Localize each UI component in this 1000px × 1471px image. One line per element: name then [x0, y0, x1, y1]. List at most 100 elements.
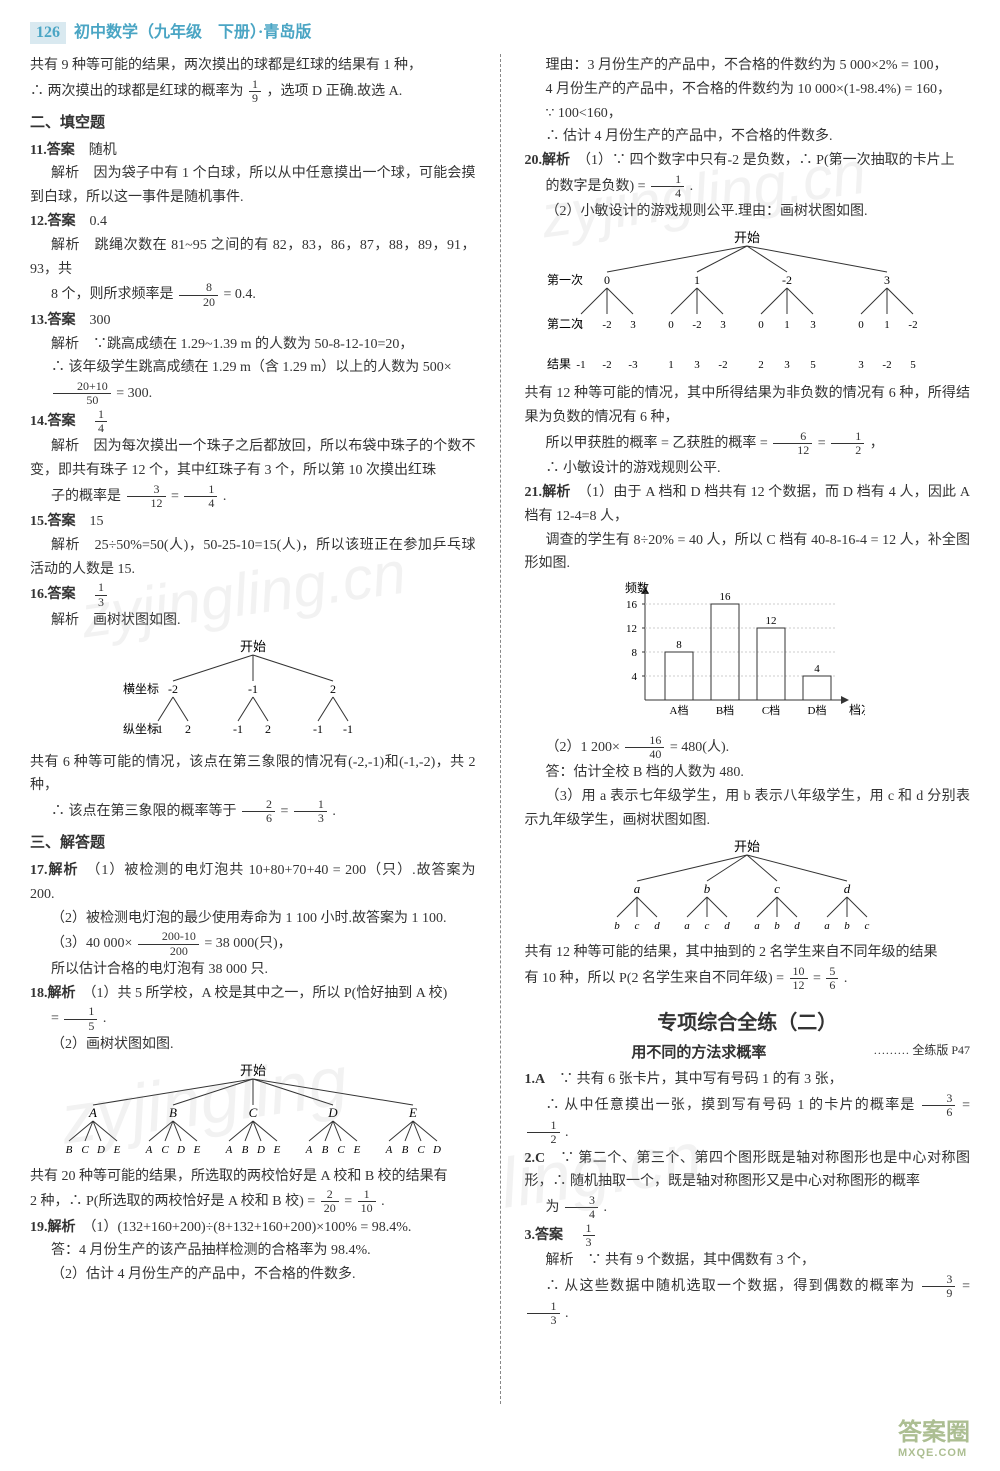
q21: 21.解析 （1）由于 A 档和 D 档共有 12 个数据，而 D 档有 4 人… [525, 481, 971, 529]
special-subtitle: 用不同的方法求概率 ……… 全练版 P47 [525, 1041, 971, 1062]
svg-text:d: d [725, 920, 731, 932]
s1-p2: ∴ 从中任意摸出一张，摸到写有号码 1 的卡片的概率是 36 = 12 . [525, 1092, 971, 1147]
q18-p4: 2 种，∴ P(所选取的两校恰好是 A 校和 B 校) = 220 = 110 … [30, 1188, 476, 1215]
q21-p4: 答：估计全校 B 档的人数为 480. [525, 761, 971, 785]
c19-p2: 4 月份生产的产品中，不合格的件数约为 10 000×(1-98.4%) = 1… [525, 78, 971, 102]
svg-text:开始: 开始 [734, 230, 760, 245]
svg-text:8: 8 [676, 639, 682, 651]
footer-logo: 答案圈 MXQE.COM [898, 1412, 970, 1459]
svg-text:-1: -1 [248, 682, 258, 696]
svg-text:16: 16 [719, 591, 731, 603]
q16-tree: 开始 横坐标 -2 -1 2 纵坐标 -1 2 -1 2 -1 -1 [93, 637, 413, 747]
svg-text:-2: -2 [883, 359, 892, 371]
svg-text:3: 3 [884, 273, 890, 287]
q21-p6: 共有 12 种等可能的结果，其中抽到的 2 名学生来自不同年级的结果 [525, 941, 971, 965]
svg-text:b: b [615, 920, 621, 932]
svg-text:B: B [241, 1144, 248, 1156]
c19-p3: ∵ 100<160， [525, 102, 971, 126]
q21-bar-chart: 频数 档次 481216 8A档16B档12C档4D档 [605, 580, 865, 730]
svg-text:A: A [88, 1105, 97, 1120]
svg-text:B: B [401, 1144, 408, 1156]
svg-text:A: A [304, 1144, 312, 1156]
svg-text:0: 0 [669, 319, 675, 331]
s2-p2: 为 34 . [525, 1194, 971, 1221]
svg-text:D: D [256, 1144, 265, 1156]
svg-text:B: B [169, 1105, 177, 1120]
q20-p3: 共有 12 种等可能的情况，其中所得结果为非负数的情况有 6 种，所得结果为负数… [525, 382, 971, 430]
special-title: 专项综合全练（二） [525, 1006, 971, 1035]
svg-text:a: a [634, 881, 641, 896]
svg-text:5: 5 [811, 359, 817, 371]
q14-e1: 解析 因为每次摸出一个珠子之后都放回，所以布袋中珠子的个数不变，即共有珠子 12… [30, 435, 476, 483]
q20-p5: ∴ 小敏设计的游戏规则公平. [525, 457, 971, 481]
svg-text:结果: 结果 [547, 357, 571, 371]
q19-p3: （2）估计 4 月份生产的产品中，不合格的件数多. [30, 1263, 476, 1287]
svg-text:C: C [248, 1105, 257, 1120]
c19-p4: ∴ 估计 4 月份生产的产品中，不合格的件数多. [525, 125, 971, 149]
svg-text:d: d [655, 920, 661, 932]
svg-text:-2: -2 [168, 682, 178, 696]
left-column: 共有 9 种等可能的结果，两次摸出的球都是红球的结果有 1 种， ∴ 两次摸出的… [30, 54, 476, 1404]
svg-text:2: 2 [759, 359, 765, 371]
columns: 共有 9 种等可能的结果，两次摸出的球都是红球的结果有 1 种， ∴ 两次摸出的… [30, 54, 970, 1404]
svg-text:c: c [774, 881, 780, 896]
q21-p7: 有 10 种，所以 P(2 名学生来自不同年级) = 1012 = 56 . [525, 965, 971, 992]
q13-e2: ∴ 该年级学生跳高成绩在 1.29 m（含 1.29 m）以上的人数为 500× [30, 356, 476, 380]
svg-text:3: 3 [811, 319, 817, 331]
svg-text:3: 3 [631, 319, 637, 331]
svg-text:A: A [144, 1144, 152, 1156]
q18-tree: 开始 ABCDEBACDECABDEDABCEEABCD [43, 1061, 463, 1161]
svg-text:E: E [272, 1144, 280, 1156]
right-column: 理由：3 月份生产的产品中，不合格的件数约为 5 000×2% = 100， 4… [525, 54, 971, 1404]
q16-e: 解析 画树状图如图. [30, 609, 476, 633]
q16: 16.答案 13 [30, 581, 476, 608]
q18: 18.解析 （1）共 5 所学校，A 校是其中之一，所以 P(恰好抽到 A 校) [30, 982, 476, 1006]
q11-exp: 解析 因为袋子中有 1 个白球，所以从中任意摸出一个球，可能会摸到白球，所以这一… [30, 162, 476, 210]
svg-text:D: D [176, 1144, 185, 1156]
text: 共有 9 种等可能的结果，两次摸出的球都是红球的结果有 1 种， [30, 54, 476, 78]
svg-text:1: 1 [785, 319, 791, 331]
q17-p3: （3）40 000× 200-10200 = 38 000(只)， [30, 930, 476, 957]
q20-p1b: 的数字是负数) = 14 . [525, 173, 971, 200]
q21-p3: （2）1 200× 1640 = 480(人). [525, 734, 971, 761]
q20-p2: （2）小敏设计的游戏规则公平.理由：画树状图如图. [525, 200, 971, 224]
svg-text:d: d [795, 920, 801, 932]
svg-text:-2: -2 [782, 273, 792, 287]
svg-text:横坐标: 横坐标 [123, 682, 159, 696]
section-title: 三、解答题 [30, 831, 476, 857]
svg-text:D: D [432, 1144, 441, 1156]
svg-text:a: a [685, 920, 691, 932]
q13-e3: 20+1050 = 300. [30, 380, 476, 407]
svg-text:-1: -1 [343, 722, 353, 736]
svg-text:12: 12 [626, 623, 637, 635]
q21-p5: （3）用 a 表示七年级学生，用 b 表示八年级学生，用 c 和 d 分别表示九… [525, 785, 971, 833]
svg-text:第一次: 第一次 [547, 273, 583, 287]
q16-e3: ∴ 该点在第三象限的概率等于 26 = 13 . [30, 798, 476, 825]
q15: 15.答案 15 [30, 510, 476, 534]
svg-text:-2: -2 [909, 319, 918, 331]
q13: 13.答案 300 [30, 309, 476, 333]
svg-text:D: D [327, 1105, 338, 1120]
svg-text:-1: -1 [153, 722, 163, 736]
q16-e2: 共有 6 种等可能的情况，该点在第三象限的情况有(-2,-1)和(-1,-2)，… [30, 751, 476, 799]
q21-tree: 开始 abcdbacdcabddabc [577, 837, 917, 937]
svg-text:E: E [352, 1144, 360, 1156]
s2: 2.C ∵ 第二个、第三个、第四个图形既是轴对称图形也是中心对称图形，∴ 随机抽… [525, 1147, 971, 1195]
text: ∴ 两次摸出的球都是红球的概率为 19 ，选项 D 正确.故选 A. [30, 78, 476, 105]
svg-text:-2: -2 [603, 319, 612, 331]
svg-text:D档: D档 [807, 703, 826, 717]
svg-text:16: 16 [626, 599, 638, 611]
svg-text:-2: -2 [693, 319, 702, 331]
s3-p2: ∴ 从这些数据中随机选取一个数据，得到偶数的概率为 39 = 13 . [525, 1273, 971, 1328]
svg-text:-1: -1 [313, 722, 323, 736]
svg-text:2: 2 [330, 682, 336, 696]
svg-text:C: C [337, 1144, 345, 1156]
q14-e2: 子的概率是 312 = 14 . [30, 483, 476, 510]
svg-text:开始: 开始 [240, 1063, 266, 1078]
page-title: 初中数学（九年级 下册）·青岛版 [74, 24, 311, 41]
q18-p3: 共有 20 种等可能的结果，所选取的两校恰好是 A 校和 B 校的结果有 [30, 1165, 476, 1189]
svg-text:1: 1 [885, 319, 891, 331]
svg-text:4: 4 [814, 663, 820, 675]
svg-text:1: 1 [579, 319, 585, 331]
svg-text:3: 3 [695, 359, 701, 371]
